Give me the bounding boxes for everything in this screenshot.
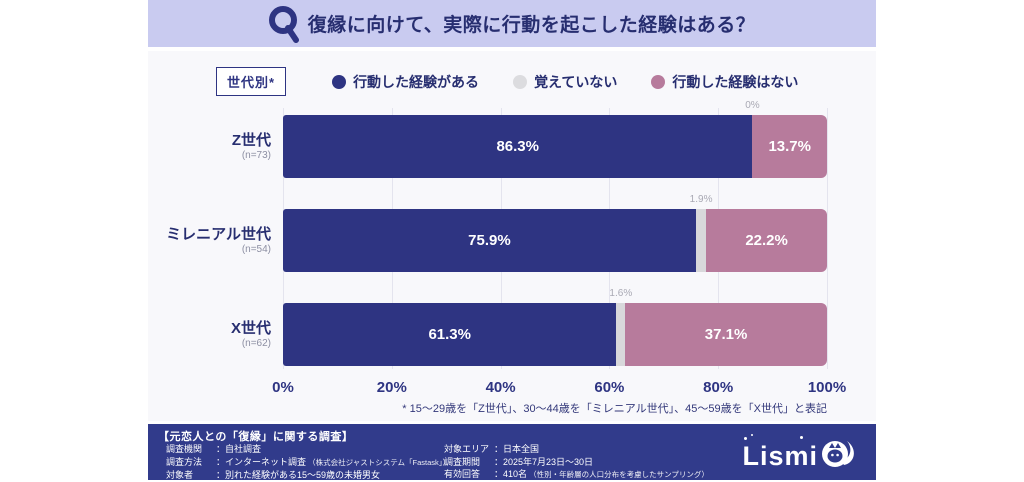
detail-value: ：日本全国	[494, 444, 540, 454]
sparkle-dot	[800, 436, 804, 439]
category-label: X世代 (n=62)	[143, 303, 271, 366]
detail-value: ：410名	[494, 469, 528, 479]
survey-detail-row: 対象者 ：別れた経験がある15〜59歳の未婚男女	[166, 469, 450, 482]
legend-dot-icon	[651, 74, 666, 89]
x-axis-tick-label: 80%	[703, 379, 734, 396]
detail-value: ：自社調査	[216, 444, 262, 454]
generation-box-label: 世代別*	[216, 67, 287, 96]
detail-label: 対象者	[166, 470, 194, 480]
legend-item: 行動した経験はない	[651, 72, 798, 92]
category-name: Z世代	[231, 131, 271, 149]
legend-item: 行動した経験がある	[332, 72, 479, 92]
x-axis: 0% 20% 40% 60% 80% 100%	[272, 379, 846, 397]
survey-detail-row: 調査方法 ：インターネット調査 （株式会社ジャストシステム「Fastask」）	[166, 456, 450, 470]
x-axis-tick-label: 100%	[807, 379, 847, 396]
survey-details-right: 対象エリア ：日本全国調査期間 ：2025年7月23日〜30日有効回答 ：410名 （…	[444, 443, 709, 482]
legend-label: 覚えていない	[534, 73, 618, 90]
survey-detail-row: 有効回答 ：410名 （性別・年齢層の人口分布を考慮したサンプリング）	[444, 468, 709, 482]
segment-value-label: 61.3%	[428, 326, 471, 343]
middle-segment-value-label: 1.6%	[609, 288, 633, 299]
detail-note: （性別・年齢層の人口分布を考慮したサンプリング）	[527, 470, 709, 479]
bar-segment: 61.3%	[283, 303, 617, 366]
bar-row: X世代 (n=62) 61.3% 37.1% 1.6%	[231, 288, 827, 366]
sample-size: (n=62)	[241, 337, 271, 349]
bar-segment: 13.7%	[752, 115, 827, 178]
bar-segment: 75.9%	[283, 209, 696, 272]
bar-row: ミレニアル世代 (n=54) 75.9% 22.2% 1.9%	[166, 194, 827, 272]
generation-footnote: * 15〜29歳を「Z世代」、30〜44歳を「ミレニアル世代」、45〜59歳を「…	[402, 403, 827, 415]
legend-dot-icon	[513, 74, 528, 89]
category-label: ミレニアル世代 (n=54)	[143, 209, 271, 272]
detail-label: 調査機関	[166, 444, 203, 454]
lismio-squirrel-logo-icon	[820, 435, 858, 478]
survey-title: 【元恋人との「復縁」に関する調査】	[158, 431, 354, 443]
segment-value-label: 22.2%	[745, 232, 788, 249]
detail-label: 調査期間	[444, 456, 481, 467]
category-name: X世代	[230, 319, 271, 337]
bar-segment: 86.3%	[283, 115, 753, 178]
detail-label: 対象エリア	[444, 444, 490, 454]
legend-label: 行動した経験がある	[353, 73, 480, 90]
x-axis-tick-label: 40%	[485, 379, 516, 396]
survey-detail-row: 調査機関 ：自社調査	[166, 443, 450, 456]
chart-section: 世代別* 行動した経験がある 覚えていない 行動した経験はない Z世代 (n=73) 8…	[148, 51, 876, 421]
page-title: 復縁に向けて、実際に行動を起こした経験はある？	[307, 15, 756, 36]
bar-segment: 37.1%	[625, 303, 827, 366]
sample-size: (n=73)	[241, 149, 271, 161]
category-label: Z世代 (n=73)	[143, 115, 271, 178]
x-axis-tick-label: 60%	[594, 379, 625, 396]
detail-value: ：2025年7月23日〜30日	[494, 456, 594, 467]
survey-footer: 【元恋人との「復縁」に関する調査】 調査機関 ：自社調査調査方法 ：インターネット調…	[148, 424, 876, 480]
segment-value-label: 13.7%	[768, 138, 811, 155]
segment-value-label: 75.9%	[468, 232, 511, 249]
lismio-logo: Lismi	[742, 434, 858, 478]
legend-item: 覚えていない	[513, 72, 617, 92]
middle-segment-value-label: 1.9%	[689, 194, 713, 205]
stacked-bar: 61.3% 37.1%	[283, 303, 827, 366]
bar-row: Z世代 (n=73) 86.3% 13.7% 0%	[232, 100, 827, 178]
legend-items: 行動した経験がある 覚えていない 行動した経験はない	[332, 72, 798, 92]
sparkle-dot	[744, 437, 748, 440]
x-axis-tick-label: 0%	[272, 379, 294, 396]
category-name: ミレニアル世代	[166, 225, 271, 243]
detail-note: （株式会社ジャストシステム「Fastask」）	[306, 457, 451, 467]
sparkle-dot	[751, 434, 754, 436]
detail-value: ：インターネット調査	[216, 456, 307, 467]
survey-detail-row: 調査期間 ：2025年7月23日〜30日	[444, 456, 709, 469]
segment-value-label: 37.1%	[704, 326, 748, 343]
legend-label: 行動した経験はない	[672, 73, 799, 90]
stacked-bar-plot: Z世代 (n=73) 86.3% 13.7% 0% ミレニアル世代 (n=54) 75.9% 2…	[166, 100, 828, 369]
content-card: 復縁に向けて、実際に行動を起こした経験はある？ 世代別* 行動した経験がある 覚え…	[148, 0, 876, 480]
lismio-logo-text: Lismi	[742, 434, 818, 470]
x-axis-tick-label: 20%	[376, 379, 407, 396]
detail-label: 有効回答	[444, 469, 481, 479]
question-header: 復縁に向けて、実際に行動を起こした経験はある？	[148, 0, 876, 47]
bar-segment: 22.2%	[706, 209, 827, 272]
stacked-bar: 75.9% 22.2%	[283, 209, 827, 272]
legend: 世代別* 行動した経験がある 覚えていない 行動した経験はない	[216, 67, 798, 96]
survey-details-left: 調査機関 ：自社調査調査方法 ：インターネット調査 （株式会社ジャストシステム「Fa…	[166, 443, 450, 482]
detail-label: 調査方法	[166, 456, 203, 467]
detail-value: ：別れた経験がある15〜59歳の未婚男女	[216, 470, 381, 480]
gridline	[827, 108, 828, 369]
segment-value-label: 86.3%	[496, 138, 539, 155]
stacked-bar: 86.3% 13.7%	[283, 115, 827, 178]
sample-size: (n=54)	[241, 243, 271, 255]
survey-detail-row: 対象エリア ：日本全国	[444, 443, 709, 456]
q-mark-icon	[268, 3, 299, 48]
bar-segment	[695, 209, 707, 272]
middle-segment-value-label: 0%	[745, 100, 760, 111]
legend-dot-icon	[332, 74, 347, 89]
bar-segment	[616, 303, 626, 366]
